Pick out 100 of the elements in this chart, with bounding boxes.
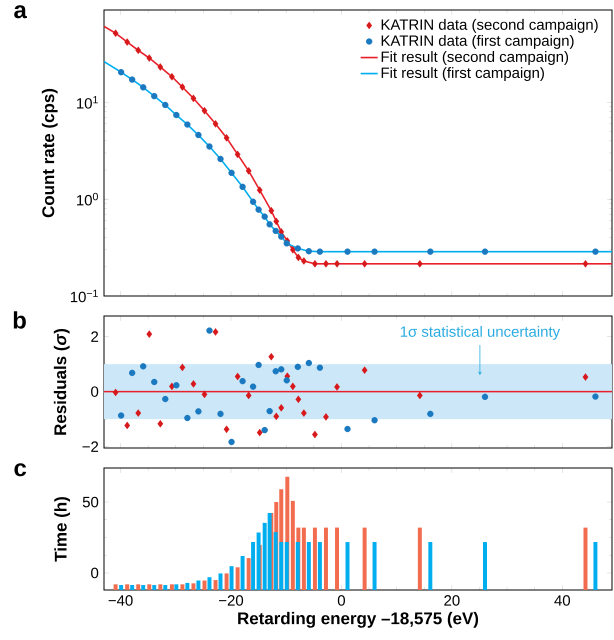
bar [372, 542, 377, 590]
point [246, 167, 252, 175]
point [112, 388, 118, 396]
point [272, 228, 279, 234]
bar [428, 542, 432, 590]
point [239, 184, 246, 190]
bar [274, 532, 278, 590]
point [268, 352, 274, 360]
point [128, 76, 136, 83]
point [290, 246, 296, 254]
point [312, 430, 318, 438]
bar [312, 528, 317, 590]
point [427, 410, 434, 418]
bar [191, 583, 196, 590]
point [416, 260, 423, 268]
point [202, 390, 208, 398]
point [295, 254, 302, 262]
point [140, 84, 146, 91]
point [180, 364, 186, 372]
y-axis-title: Time (h) [54, 497, 70, 562]
point [306, 360, 312, 366]
point [162, 396, 168, 402]
point [256, 428, 263, 436]
point [206, 327, 213, 334]
bar [240, 556, 245, 590]
y-tick-label: 50 [82, 496, 98, 508]
x-tick-label: 40 [554, 595, 570, 606]
point [312, 260, 318, 268]
point [217, 410, 224, 418]
bar [196, 580, 200, 590]
bar [418, 528, 422, 590]
y-axis-title: Count rate (cps) [42, 88, 58, 218]
point [157, 63, 164, 71]
bar [174, 584, 178, 590]
point [278, 233, 284, 240]
point [266, 408, 273, 414]
point [250, 198, 256, 205]
point [344, 248, 351, 255]
point [180, 83, 186, 91]
point [295, 396, 302, 404]
point [266, 221, 273, 228]
bar [335, 528, 339, 590]
bar [202, 580, 206, 590]
bar [158, 584, 162, 590]
bar [230, 566, 234, 590]
bar [224, 573, 229, 590]
x-tick-label: 0 [338, 595, 345, 606]
point [255, 206, 262, 213]
point [246, 392, 252, 400]
bar [125, 584, 130, 590]
point [173, 112, 180, 118]
point [261, 426, 268, 434]
point [151, 378, 158, 386]
bar [214, 580, 218, 590]
bar [163, 585, 168, 590]
chart-title: b [14, 311, 26, 329]
point [202, 106, 208, 115]
y-tick-label: 0 [91, 568, 98, 578]
point [212, 328, 218, 336]
point [334, 383, 340, 391]
x-axis-title: Retarding energy –18,575 (eV) [238, 612, 478, 628]
point [278, 404, 284, 412]
point [323, 413, 329, 421]
bar [147, 584, 152, 590]
point [206, 143, 213, 150]
point [268, 206, 274, 215]
bar [119, 585, 124, 590]
point [234, 150, 241, 158]
point [146, 54, 152, 62]
point [344, 426, 351, 432]
point [184, 121, 191, 128]
point [294, 245, 301, 252]
point [334, 260, 340, 268]
bar [583, 528, 588, 590]
x-tick-label: −20 [219, 595, 244, 606]
point [118, 412, 124, 419]
point [135, 46, 142, 54]
point [306, 248, 312, 254]
legend-label: KATRIN data (second campaign) [382, 18, 598, 33]
point [371, 417, 378, 424]
bar [136, 584, 140, 590]
y-tick-label: 10$^{1}$ [77, 96, 98, 109]
point [190, 94, 196, 102]
point [256, 186, 263, 194]
band-label: 1σ statistical uncertainty [400, 326, 560, 340]
point [272, 368, 279, 374]
bar [362, 528, 367, 590]
bar [284, 542, 289, 590]
point [239, 378, 246, 384]
point [135, 409, 142, 417]
point [173, 382, 180, 388]
bar [130, 585, 134, 590]
bar [218, 573, 222, 590]
bar [236, 567, 240, 590]
chart-title: a [14, 5, 27, 18]
bar [593, 542, 598, 590]
point [273, 412, 280, 420]
point [217, 156, 224, 162]
bar [306, 542, 311, 590]
point [228, 170, 235, 176]
